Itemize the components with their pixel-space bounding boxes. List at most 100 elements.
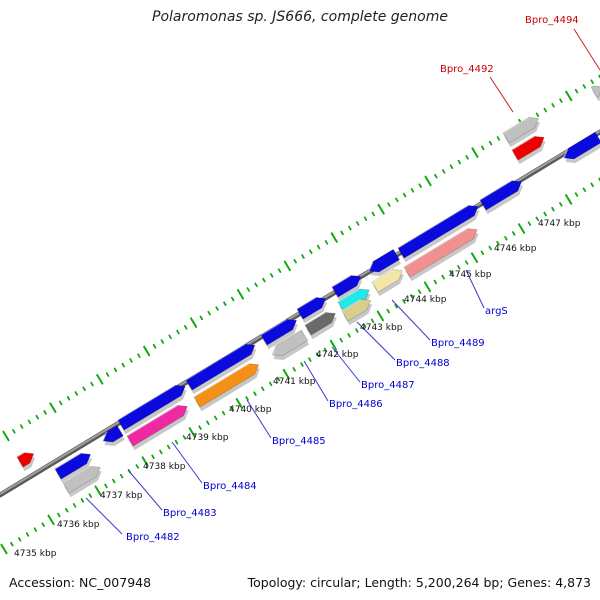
gene-label-bpro-4484[interactable]: Bpro_4484: [203, 481, 257, 492]
tick-mark: [184, 325, 188, 330]
tick-mark: [559, 98, 563, 103]
gene-highlight: [62, 465, 91, 484]
gene-highlight: [185, 343, 246, 381]
gene-arrow: [331, 274, 363, 302]
gene-label-bpro-4485[interactable]: Bpro_4485: [272, 436, 326, 447]
gene-arrow: [511, 135, 546, 165]
gene-arrow: [368, 248, 401, 276]
tick-mark: [329, 339, 337, 351]
gene-highlight: [117, 384, 176, 421]
leader-line: [246, 399, 272, 439]
tick-mark: [199, 315, 204, 321]
tick-mark: [160, 339, 165, 344]
gene-label-bpro-4487[interactable]: Bpro_4487: [361, 380, 415, 391]
tick-mark: [471, 147, 479, 158]
tick-mark: [512, 231, 516, 236]
tick-mark: [377, 203, 385, 215]
tick-mark: [137, 353, 141, 358]
tick-mark: [151, 454, 155, 460]
gene-body: [368, 248, 400, 273]
tick-mark: [457, 159, 462, 165]
gene-label-bpro-4486[interactable]: Bpro_4486: [329, 399, 383, 410]
tick-mark: [270, 273, 274, 278]
tick-mark: [105, 372, 110, 377]
gene-highlight: [296, 296, 317, 310]
gene-body: [502, 117, 539, 144]
tick-mark: [308, 357, 312, 362]
tick-mark: [598, 74, 600, 79]
tick-mark: [590, 79, 594, 84]
tick-mark: [236, 289, 245, 300]
tick-mark: [229, 405, 234, 411]
gene-arrow: [54, 452, 93, 484]
tick-mark: [96, 374, 104, 385]
genome-summary-text: Topology: circular; Length: 5,200,264 bp…: [247, 575, 591, 590]
tick-mark: [198, 425, 202, 430]
kbp-label: 4741 kbp: [273, 377, 316, 387]
gene-arrow: [304, 311, 337, 340]
leader-line: [171, 441, 203, 484]
tick-mark: [574, 88, 579, 94]
tick-mark: [433, 279, 438, 285]
gene-highlight: [271, 345, 277, 356]
gene-label-bpro-4492[interactable]: Bpro_4492: [440, 64, 494, 75]
tick-mark: [166, 444, 171, 450]
tick-mark: [176, 329, 180, 335]
tick-mark: [143, 345, 151, 357]
tick-mark: [80, 498, 85, 503]
gene-arrow: [563, 131, 600, 163]
tick-mark: [27, 419, 32, 425]
leader-line: [356, 321, 396, 361]
gene-arrow: [296, 296, 328, 324]
tick-mark: [33, 527, 38, 532]
tick-mark: [481, 145, 485, 151]
gene-body: [397, 205, 479, 259]
kbp-label: 4740 kbp: [229, 405, 272, 415]
gene-highlight: [126, 404, 178, 437]
gene-highlight: [397, 204, 469, 249]
kbp-label: 4737 kbp: [100, 491, 143, 501]
gene-highlight: [403, 228, 468, 268]
gene-body: [479, 180, 522, 211]
gene-label-bpro-4482[interactable]: Bpro_4482: [126, 532, 180, 543]
gene-label-bpro-4494[interactable]: Bpro_4494: [525, 15, 579, 26]
tick-mark: [488, 245, 492, 251]
kbp-label: 4739 kbp: [186, 433, 229, 443]
kbp-label: 4738 kbp: [143, 462, 186, 472]
tick-mark: [363, 323, 367, 328]
tick-mark: [66, 395, 71, 401]
gene-label-args[interactable]: argS: [485, 306, 508, 317]
tick-mark: [135, 464, 140, 469]
tick-mark: [363, 216, 368, 221]
tick-mark: [376, 310, 385, 322]
tick-mark: [488, 140, 493, 146]
tick-mark: [245, 396, 249, 401]
gene-highlight: [563, 148, 569, 159]
tick-mark: [253, 391, 257, 396]
gene-highlight: [590, 85, 593, 88]
kbp-label: 4742 kbp: [316, 350, 359, 360]
tick-mark: [410, 294, 414, 299]
tick-mark: [565, 90, 573, 102]
position-ticks: [0, 74, 600, 555]
leader-line: [85, 497, 123, 535]
gene-body: [62, 466, 101, 494]
leader-line: [573, 28, 600, 71]
tick-mark: [277, 268, 282, 273]
tick-mark: [293, 258, 297, 264]
gene-label-bpro-4488[interactable]: Bpro_4488: [396, 358, 450, 369]
tick-mark: [168, 334, 172, 340]
gene-body: [271, 329, 309, 357]
tick-mark: [214, 415, 218, 421]
tick-mark: [543, 211, 547, 217]
tick-mark: [206, 420, 210, 426]
tick-mark: [355, 221, 360, 226]
tick-mark: [402, 192, 407, 198]
tick-mark: [10, 541, 14, 547]
gene-highlight: [260, 318, 287, 336]
gene-highlight: [337, 288, 360, 303]
gene-label-bpro-4483[interactable]: Bpro_4483: [163, 508, 217, 519]
gene-highlight: [102, 431, 108, 442]
gene-label-bpro-4489[interactable]: Bpro_4489: [431, 338, 485, 349]
